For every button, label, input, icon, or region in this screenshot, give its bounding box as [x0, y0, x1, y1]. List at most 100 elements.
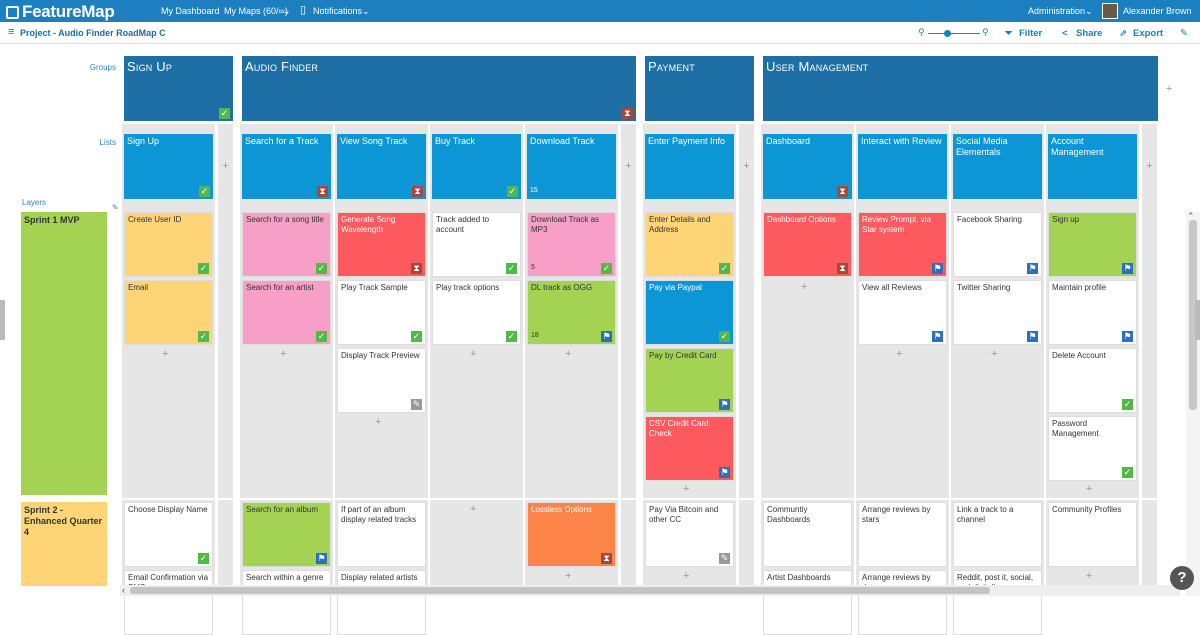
list-account-management[interactable]: Account Management — [1048, 134, 1137, 199]
add-list-button[interactable]: + — [218, 124, 233, 586]
group-user-management[interactable]: User Management — [763, 56, 1158, 121]
zoom-out-icon[interactable]: ⚲ — [918, 27, 925, 37]
add-list-button[interactable]: + — [1142, 124, 1157, 586]
add-card-button[interactable]: + — [896, 348, 903, 360]
add-card-button[interactable]: + — [801, 281, 808, 293]
card[interactable]: Play track options ✓ — [432, 280, 521, 345]
add-list-button[interactable]: + — [739, 124, 754, 586]
list-download-track[interactable]: Download Track 15 — [527, 134, 616, 199]
card[interactable]: Artist Dashboards — [763, 570, 852, 635]
app-logo[interactable]: FeatureMap — [6, 2, 115, 22]
list-sign-up[interactable]: Sign Up ✓ — [124, 134, 213, 199]
notifications-icon[interactable]: ▯ — [300, 4, 307, 16]
list-dashboard[interactable]: Dashboard ⧗ — [763, 134, 852, 199]
nav-my-dashboard[interactable]: My Dashboard — [161, 6, 220, 16]
avatar[interactable] — [1102, 3, 1118, 19]
card[interactable]: Enter Details and Address ✓ — [645, 212, 734, 277]
add-card-button[interactable]: + — [1086, 483, 1093, 495]
export-button[interactable]: Export — [1133, 28, 1164, 39]
card[interactable]: Download Track as MP3 5 ✓ — [527, 212, 616, 277]
add-card-button[interactable]: + — [280, 348, 287, 360]
card[interactable]: Search within a genre — [242, 570, 331, 635]
scrollbar-thumb[interactable] — [130, 587, 990, 594]
add-card-button[interactable]: + — [565, 348, 572, 360]
group-payment[interactable]: Payment — [645, 56, 754, 121]
help-button[interactable]: ? — [1170, 566, 1194, 590]
card[interactable]: Track added to account ✓ — [432, 212, 521, 277]
card[interactable]: Reddit, post it, social, and digitally — [953, 570, 1042, 635]
card[interactable]: Generate Song Wavelength ⧗ — [337, 212, 426, 277]
zoom-in-icon[interactable]: ⚲ — [982, 27, 989, 37]
card[interactable]: Delete Account ✓ — [1048, 348, 1137, 413]
card[interactable]: Lossless Options ⧗ — [527, 502, 616, 567]
menu-icon[interactable]: ≡ — [8, 26, 15, 38]
card[interactable]: Create User ID ✓ — [124, 212, 213, 277]
nav-notifications[interactable]: Notifications — [313, 6, 363, 16]
card[interactable]: Choose Display Name ✓ — [124, 502, 213, 567]
share-button[interactable]: Share — [1076, 28, 1103, 39]
card[interactable]: Twitter Sharing ⚑ — [953, 280, 1042, 345]
card[interactable]: Review Prompt, via Star system ⚑ — [858, 212, 947, 277]
card[interactable]: Arrange reviews by date — [858, 570, 947, 635]
card[interactable]: Dashboard Options ⧗ — [763, 212, 852, 277]
zoom-slider-handle[interactable] — [944, 30, 951, 37]
card[interactable]: Maintain profile ⚑ — [1048, 280, 1137, 345]
card[interactable]: Search for an album ⚑ — [242, 502, 331, 567]
card[interactable]: Sign up ⚑ — [1048, 212, 1137, 277]
list-enter-payment-info[interactable]: Enter Payment Info — [645, 134, 734, 199]
list-interact-with-review[interactable]: Interact with Review — [858, 134, 947, 199]
card[interactable]: Password Management ✓ — [1048, 416, 1137, 481]
card[interactable]: Pay by Credit Card ⚑ — [645, 348, 734, 413]
add-list-button[interactable]: + — [621, 124, 636, 586]
card[interactable]: If part of an album display related trac… — [337, 502, 426, 567]
group-sign-up[interactable]: Sign Up ✓ — [124, 56, 233, 121]
card[interactable]: Email Confirmation via SMS — [124, 570, 213, 635]
right-edge-handle[interactable] — [1195, 300, 1200, 340]
add-card-button[interactable]: + — [683, 570, 690, 582]
add-card-button[interactable]: + — [1086, 570, 1093, 582]
nav-administration[interactable]: Administration — [1028, 6, 1086, 16]
list-search-for-a-track[interactable]: Search for a Track ⧗ — [242, 134, 331, 199]
left-edge-handle[interactable] — [0, 300, 5, 340]
card[interactable]: Facebook Sharing ⚑ — [953, 212, 1042, 277]
list-social-media-elementals[interactable]: Social Media Elementals — [953, 134, 1042, 199]
card[interactable]: Link a track to a channel — [953, 502, 1042, 567]
list-view-song-track[interactable]: View Song Track ⧗ — [337, 134, 426, 199]
card[interactable]: View all Reviews ⚑ — [858, 280, 947, 345]
list-buy-track[interactable]: Buy Track ✓ — [432, 134, 521, 199]
card[interactable]: Search for an artist ✓ — [242, 280, 331, 345]
chevron-up-icon[interactable]: ⌃ — [1187, 211, 1195, 221]
card[interactable]: CSV Credit Card Check ⚑ — [645, 416, 734, 481]
add-card-button[interactable]: + — [683, 483, 690, 495]
horizontal-scrollbar[interactable] — [120, 585, 1180, 596]
add-group-button[interactable]: + — [1166, 83, 1173, 95]
card[interactable]: Pay Via Bitcoin and other CC ✎ — [645, 502, 734, 567]
card[interactable]: Email ✓ — [124, 280, 213, 345]
card[interactable]: Communtiy Dashboards — [763, 502, 852, 567]
user-name[interactable]: Alexander Brown — [1123, 6, 1192, 16]
card[interactable]: Community Profiles — [1048, 502, 1137, 567]
card[interactable]: Display related artists — [337, 570, 426, 635]
add-card-button[interactable]: + — [470, 503, 477, 515]
wrench-icon[interactable]: ✎ — [1180, 28, 1188, 39]
card[interactable]: DL track as OGG 18 ⚑ — [527, 280, 616, 345]
card[interactable]: Play Track Sample ✓ — [337, 280, 426, 345]
add-card-button[interactable]: + — [375, 416, 382, 428]
nav-my-maps[interactable]: My Maps (60/∞) — [224, 6, 288, 16]
pin-icon[interactable]: ✎ — [112, 203, 119, 212]
add-card-button[interactable]: + — [470, 348, 477, 360]
card[interactable]: Arrange reviews by stars — [858, 502, 947, 567]
card[interactable]: Search for a song title ✓ — [242, 212, 331, 277]
layer-sprint-1-mvp[interactable]: Sprint 1 MVP — [21, 212, 107, 495]
add-card-button[interactable]: + — [162, 348, 169, 360]
filter-button[interactable]: Filter — [1019, 28, 1043, 39]
group-audio-finder[interactable]: Audio Finder ⧗ — [242, 56, 636, 121]
layer-sprint-2[interactable]: Sprint 2 - Enhanced Quarter 4 — [21, 502, 107, 586]
add-card-button[interactable]: + — [991, 348, 998, 360]
card[interactable]: Display Track Preview ✎ — [337, 348, 426, 413]
vertical-scrollbar[interactable] — [1186, 212, 1200, 596]
add-card-button[interactable]: + — [565, 570, 572, 582]
chevron-left-icon[interactable]: ‹ — [122, 585, 125, 595]
scrollbar-thumb[interactable] — [1189, 220, 1197, 410]
card[interactable]: Pay via Paypal ✓ — [645, 280, 734, 345]
